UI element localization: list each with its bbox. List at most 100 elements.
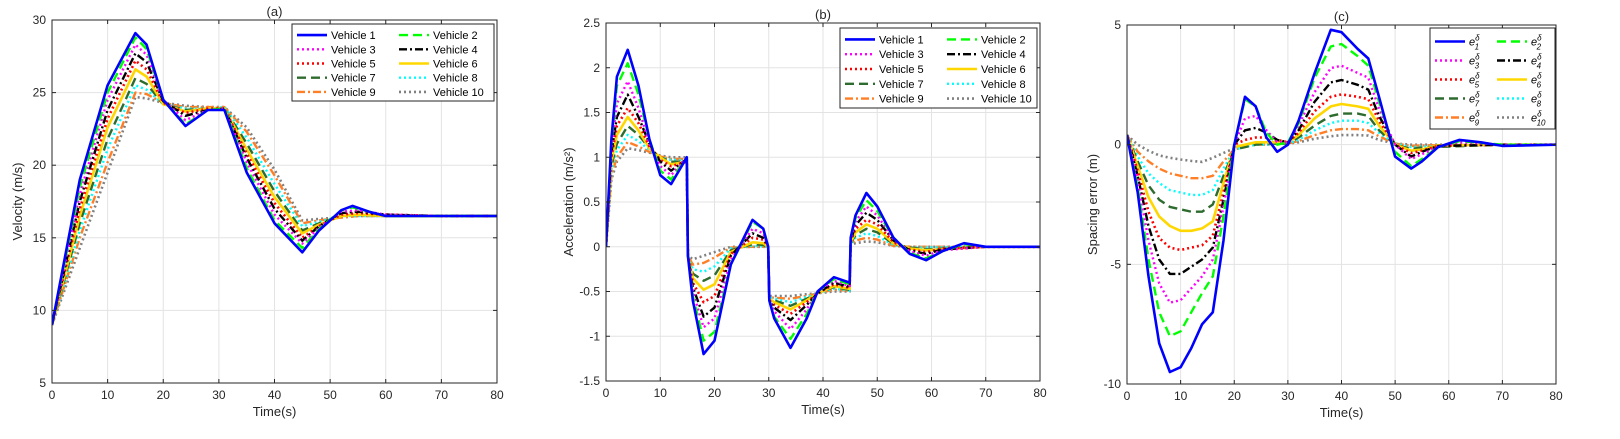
y-tick-label: 1 (593, 150, 600, 164)
x-axis-label: Time(s) (801, 402, 845, 417)
legend: eδ 1 eδ 2eδ 3 eδ 4eδ 5 eδ 6eδ 7 eδ 8eδ 9 eδ 10 (1429, 27, 1556, 130)
y-axis-label: Spacing error (m) (1085, 154, 1100, 255)
legend-label: Vehicle 5 (331, 59, 376, 71)
x-tick-label: 0 (1124, 389, 1131, 403)
x-axis-label: Time(s) (253, 404, 297, 419)
x-tick-label: 50 (871, 386, 885, 400)
y-tick-label: -1 (589, 329, 600, 343)
legend-label: Vehicle 3 (879, 49, 924, 61)
legend-label: Vehicle 10 (981, 94, 1032, 106)
x-tick-label: 0 (603, 386, 610, 400)
legend-label: Vehicle 2 (981, 34, 1026, 46)
legend-label: eδ 7 (1469, 91, 1480, 109)
x-tick-label: 10 (1174, 389, 1188, 403)
legend-label: Vehicle 10 (433, 87, 484, 99)
x-tick-label: 30 (212, 388, 226, 402)
y-axis-label: Velocity (m/s) (10, 162, 25, 240)
x-tick-label: 20 (1228, 389, 1242, 403)
x-tick-label: 50 (1388, 389, 1402, 403)
x-tick-label: 30 (1281, 389, 1295, 403)
series-line-10 (1127, 133, 1556, 164)
legend-label: eδ 2 (1531, 34, 1542, 52)
y-tick-label: 30 (33, 13, 47, 27)
series-line-4 (1127, 78, 1556, 276)
series-group (606, 48, 1040, 356)
x-tick-label: 0 (49, 388, 56, 402)
legend-label: eδ 9 (1469, 110, 1480, 128)
legend-label: eδ 8 (1531, 91, 1542, 109)
series-line-5 (52, 59, 497, 326)
legend-label: eδ 5 (1469, 72, 1480, 90)
y-tick-label: 20 (33, 158, 47, 172)
legend-label: Vehicle 7 (879, 79, 924, 91)
panel-c: 0 10 20 30 40 50 60 70 80 -10 -5 0 5 (c) Time(s) Spacin… (1085, 9, 1563, 420)
x-tick-label: 20 (708, 386, 722, 400)
y-tick-label: 0.5 (583, 195, 600, 209)
y-tick-label: 5 (1114, 18, 1121, 32)
legend-label: Vehicle 2 (433, 30, 478, 42)
legend-label: Vehicle 7 (331, 73, 376, 85)
y-tick-label: 0 (1114, 138, 1121, 152)
y-tick-label: 2 (593, 61, 600, 75)
legend-label: Vehicle 8 (981, 79, 1026, 91)
legend-label: eδ 3 (1469, 53, 1480, 71)
y-tick-label: 1.5 (583, 106, 600, 120)
x-tick-label: 40 (1335, 389, 1349, 403)
chart-title: (a) (267, 4, 283, 19)
y-tick-label: -5 (1110, 257, 1121, 271)
legend-label: Vehicle 9 (331, 87, 376, 99)
series-line-6 (1127, 102, 1556, 233)
y-tick-label: -1.5 (579, 374, 600, 388)
series-line-1 (606, 48, 1040, 356)
chart-title: (b) (815, 7, 831, 22)
series-line-2 (1127, 42, 1556, 338)
series-group (52, 31, 497, 326)
series-group (1127, 28, 1556, 374)
x-tick-label: 80 (490, 388, 504, 402)
x-tick-label: 10 (101, 388, 115, 402)
series-line-1 (52, 31, 497, 326)
series-line-9 (1127, 127, 1556, 180)
y-tick-label: 10 (33, 303, 47, 317)
panel-b: 0 10 20 30 40 50 60 70 80 -1.5 -1 -0.5 0 0.5 1 1.5 2 2.5 (… (561, 7, 1047, 417)
x-tick-label: 40 (268, 388, 282, 402)
series-line-1 (1127, 28, 1556, 374)
y-tick-label: 0 (593, 240, 600, 254)
legend-box (291, 23, 495, 102)
x-tick-label: 60 (379, 388, 393, 402)
y-tick-label: 2.5 (583, 16, 600, 30)
legend-label: Vehicle 1 (331, 30, 376, 42)
y-tick-label: -0.5 (579, 285, 600, 299)
legend-label: Vehicle 4 (433, 44, 478, 56)
chart-title: (c) (1334, 9, 1349, 24)
y-axis-label: Acceleration (m/s²) (561, 147, 576, 256)
legend: Vehicle 1 Vehicle 2 Vehicle 3 Vehicle 4 Vehi… (291, 23, 495, 102)
x-tick-label: 80 (1033, 386, 1047, 400)
y-tick-label: 25 (33, 86, 47, 100)
legend-label: Vehicle 3 (331, 44, 376, 56)
x-axis-label: Time(s) (1320, 405, 1364, 420)
y-tick-label: 5 (39, 376, 46, 390)
x-tick-label: 60 (1442, 389, 1456, 403)
legend-label: eδ 1 (1469, 34, 1480, 52)
series-line-8 (1127, 119, 1556, 197)
legend-label: Vehicle 6 (981, 64, 1026, 76)
legend-label: Vehicle 4 (981, 49, 1026, 61)
legend-label: Vehicle 8 (433, 73, 478, 85)
legend-label: Vehicle 6 (433, 59, 478, 71)
legend-label: Vehicle 9 (879, 94, 924, 106)
legend-label: eδ 4 (1531, 53, 1542, 71)
legend-label: Vehicle 5 (879, 64, 924, 76)
x-tick-label: 40 (816, 386, 830, 400)
legend: Vehicle 1 Vehicle 2 Vehicle 3 Vehicle 4 Vehi… (839, 27, 1038, 109)
x-tick-label: 70 (979, 386, 993, 400)
legend-label: Vehicle 1 (879, 34, 924, 46)
y-tick-label: 15 (33, 231, 47, 245)
x-tick-label: 70 (435, 388, 449, 402)
y-tick-label: -10 (1104, 377, 1122, 391)
x-tick-label: 30 (762, 386, 776, 400)
x-tick-label: 50 (323, 388, 337, 402)
x-tick-label: 60 (925, 386, 939, 400)
x-tick-label: 10 (654, 386, 668, 400)
